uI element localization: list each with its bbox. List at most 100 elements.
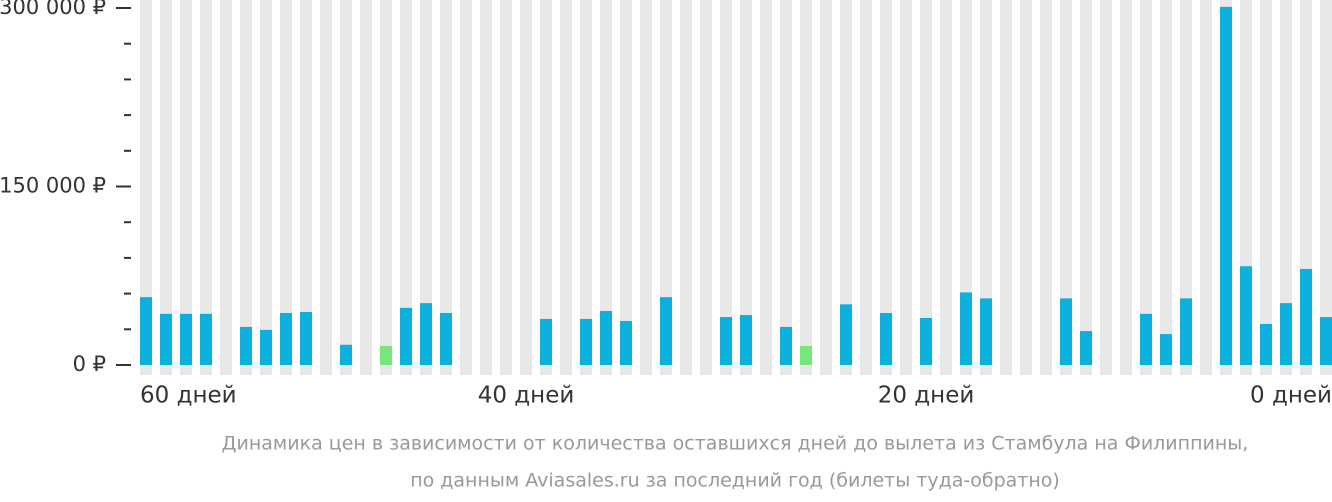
bar [300, 312, 312, 365]
bar [660, 297, 672, 365]
bar [600, 310, 612, 365]
column-bg [340, 0, 352, 375]
column-bg [920, 0, 932, 375]
column-bg [520, 0, 532, 375]
bar [340, 344, 352, 365]
column-bg [1080, 0, 1092, 375]
bar [980, 298, 992, 365]
column-bg [620, 0, 632, 375]
bar [1240, 266, 1252, 365]
column-bg [400, 0, 412, 375]
column-bg [380, 0, 392, 375]
bar [1160, 334, 1172, 365]
column-bg [480, 0, 492, 375]
column-bg [440, 0, 452, 375]
x-tick-label: 20 дней [878, 383, 975, 409]
column-bg [780, 0, 792, 375]
bar [160, 313, 172, 365]
column-bg [720, 0, 732, 375]
bar [420, 303, 432, 365]
bar [920, 317, 932, 365]
column-bg [980, 0, 992, 375]
column-bg [320, 0, 332, 375]
x-tick-label: 0 дней [1250, 383, 1332, 409]
bar [240, 326, 252, 365]
column-bg [960, 0, 972, 375]
caption: по данным Aviasales.ru за последний год … [410, 470, 1060, 492]
bar [1080, 331, 1092, 365]
column-bg [900, 0, 912, 375]
column-bg [240, 0, 252, 375]
bar [200, 313, 212, 365]
bar [180, 313, 192, 365]
caption: Динамика цен в зависимости от количества… [222, 433, 1249, 455]
column-bg [1260, 0, 1272, 375]
column-bg [300, 0, 312, 375]
column-bg [820, 0, 832, 375]
bar [880, 312, 892, 365]
column-bg [600, 0, 612, 375]
column-bg [280, 0, 292, 375]
column-bg [180, 0, 192, 375]
bar [400, 307, 412, 365]
y-tick-label: 150 000 ₽ [0, 174, 106, 198]
column-bg [860, 0, 872, 375]
column-bg [940, 0, 952, 375]
bar [1300, 268, 1312, 365]
bar [1140, 313, 1152, 365]
y-tick-label: 0 ₽ [73, 352, 106, 376]
y-tick-label: 300 000 ₽ [0, 0, 106, 19]
column-bg [1100, 0, 1112, 375]
bar [1280, 303, 1292, 365]
column-bg [740, 0, 752, 375]
column-bg [700, 0, 712, 375]
column-bg [640, 0, 652, 375]
column-bg [420, 0, 432, 375]
bar [280, 312, 292, 365]
bar [960, 292, 972, 365]
bar [580, 318, 592, 365]
column-bg [1180, 0, 1192, 375]
column-bg [260, 0, 272, 375]
column-bg [1280, 0, 1292, 375]
column-bg [160, 0, 172, 375]
column-bg [360, 0, 372, 375]
column-bg [1200, 0, 1212, 375]
column-bg [220, 0, 232, 375]
column-bg [880, 0, 892, 375]
column-bg [540, 0, 552, 375]
bar [840, 304, 852, 365]
bar [540, 318, 552, 365]
column-bg [200, 0, 212, 375]
column-bg [1160, 0, 1172, 375]
bar [1260, 323, 1272, 365]
bar [1220, 6, 1232, 366]
column-bg [1020, 0, 1032, 375]
column-bg [1140, 0, 1152, 375]
column-bg [1320, 0, 1332, 375]
column-bg [460, 0, 472, 375]
column-bg [680, 0, 692, 375]
x-tick-label: 60 дней [140, 383, 237, 409]
bar [720, 317, 732, 365]
column-bg [560, 0, 572, 375]
bar [1320, 317, 1332, 365]
column-bg [1060, 0, 1072, 375]
column-bg [840, 0, 852, 375]
bar [1060, 298, 1072, 365]
bar [380, 345, 392, 365]
column-bg [660, 0, 672, 375]
column-bg [800, 0, 812, 375]
bar [800, 345, 812, 365]
bar [440, 312, 452, 365]
column-bg [140, 0, 152, 375]
bar [260, 329, 272, 365]
column-bg [1000, 0, 1012, 375]
column-bg [1120, 0, 1132, 375]
bar [140, 297, 152, 365]
column-bg [580, 0, 592, 375]
column-bg [1040, 0, 1052, 375]
column-bg [500, 0, 512, 375]
bar [1180, 298, 1192, 365]
